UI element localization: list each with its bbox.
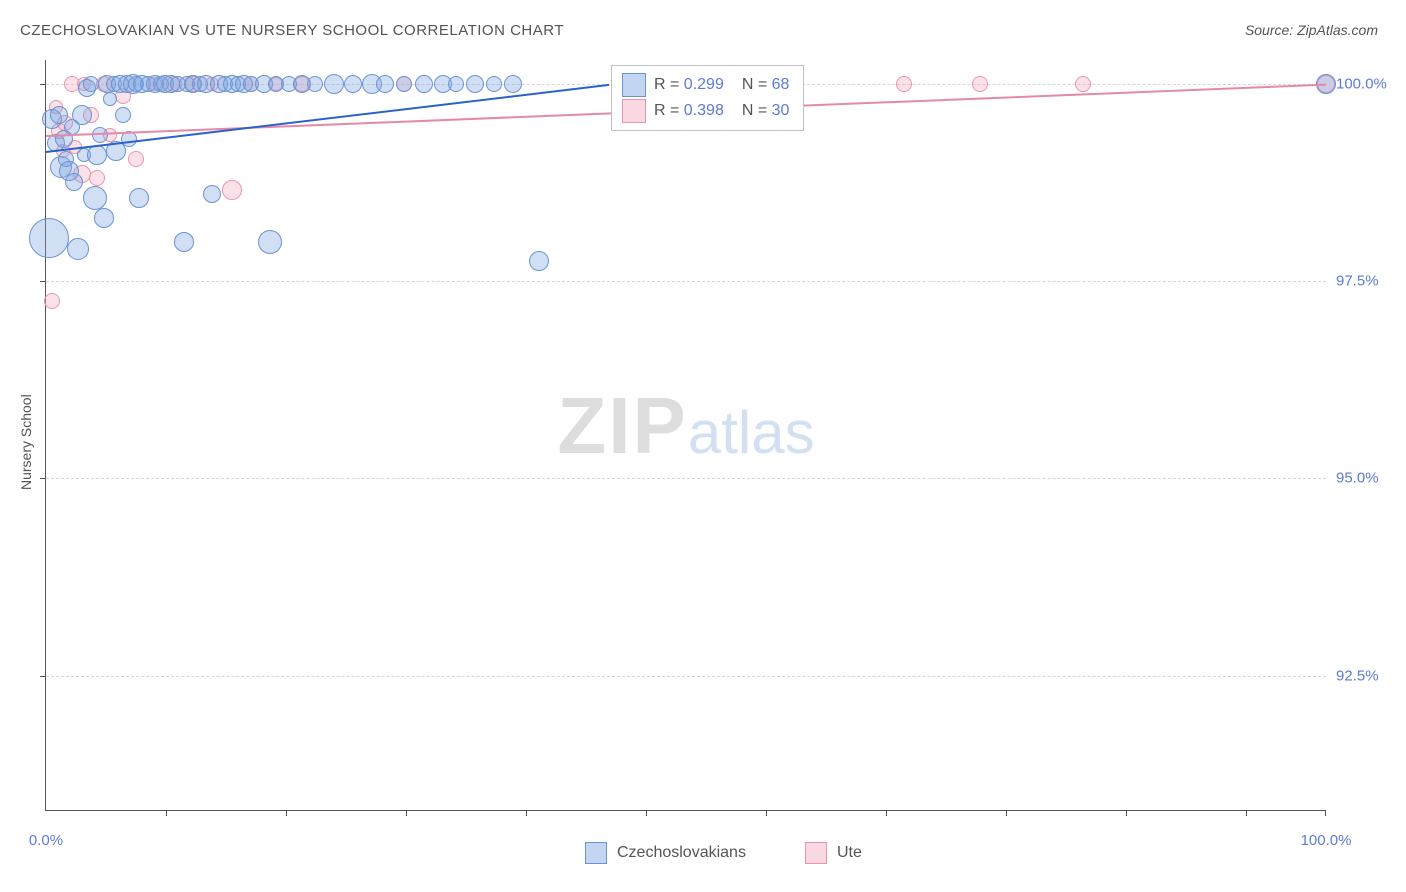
scatter-point-blue (324, 74, 344, 94)
y-tick-label: 100.0% (1336, 75, 1396, 92)
stats-legend-row-pink: R = 0.398 N = 30 (622, 98, 789, 124)
scatter-point-blue (65, 173, 83, 191)
n-label-blue: N = 68 (742, 72, 790, 98)
scatter-point-blue (67, 238, 89, 260)
y-tick-label: 97.5% (1336, 273, 1396, 290)
scatter-point-blue (174, 232, 194, 252)
stats-legend-row-blue: R = 0.299 N = 68 (622, 72, 789, 98)
x-tick (286, 810, 287, 816)
scatter-point-pink (972, 76, 988, 92)
scatter-point-blue (203, 185, 221, 203)
gridline-h (46, 281, 1326, 282)
series-legend-pink: Ute (805, 842, 862, 864)
scatter-point-pink (128, 151, 144, 167)
y-tick-label: 92.5% (1336, 667, 1396, 684)
scatter-point-pink (896, 76, 912, 92)
scatter-point-blue (83, 76, 99, 92)
scatter-point-blue (129, 188, 149, 208)
x-tick-label-right: 100.0% (1301, 832, 1352, 849)
gridline-h (46, 478, 1326, 479)
source-label: Source: (1245, 22, 1297, 38)
swatch-blue-icon (622, 73, 646, 97)
scatter-point-blue (29, 218, 69, 258)
watermark: ZIPatlas (557, 380, 814, 472)
scatter-point-pink (222, 180, 242, 200)
scatter-point-blue (396, 76, 412, 92)
y-axis-label: Nursery School (18, 394, 34, 490)
x-tick-label-left: 0.0% (29, 832, 63, 849)
watermark-light: atlas (688, 399, 815, 466)
y-tick-label: 95.0% (1336, 470, 1396, 487)
swatch-pink-icon (622, 99, 646, 123)
scatter-point-pink (1075, 76, 1091, 92)
scatter-point-blue (307, 76, 323, 92)
x-tick (526, 810, 527, 816)
source-value: ZipAtlas.com (1297, 22, 1378, 38)
x-tick (886, 810, 887, 816)
y-tick (40, 84, 46, 85)
y-tick (40, 281, 46, 282)
x-tick (406, 810, 407, 816)
scatter-point-blue (448, 76, 464, 92)
scatter-point-blue (83, 186, 107, 210)
scatter-point-blue (94, 208, 114, 228)
scatter-point-blue (344, 75, 362, 93)
x-tick (766, 810, 767, 816)
y-tick (40, 478, 46, 479)
scatter-point-blue (72, 105, 92, 125)
series-label-pink: Ute (837, 844, 862, 862)
plot-area: ZIPatlas 100.0%97.5%95.0%92.5%0.0%100.0% (45, 60, 1326, 811)
x-tick (166, 810, 167, 816)
scatter-point-blue (103, 92, 117, 106)
x-tick (1006, 810, 1007, 816)
n-label-pink: N = 30 (742, 98, 790, 124)
watermark-bold: ZIP (557, 381, 687, 470)
scatter-point-blue (529, 251, 549, 271)
x-tick (1126, 810, 1127, 816)
swatch-blue-icon (585, 842, 607, 864)
scatter-point-blue (415, 75, 433, 93)
stats-legend: R = 0.299 N = 68 R = 0.398 N = 30 (611, 65, 804, 131)
r-label-blue: R = 0.299 (654, 72, 724, 98)
scatter-point-blue (486, 76, 502, 92)
x-tick (646, 810, 647, 816)
scatter-point-blue (466, 75, 484, 93)
scatter-point-pink (44, 293, 60, 309)
scatter-point-blue (258, 230, 282, 254)
scatter-point-pink (89, 170, 105, 186)
series-legend-blue: Czechoslovakians (585, 842, 746, 864)
r-label-pink: R = 0.398 (654, 98, 724, 124)
scatter-point-blue (115, 107, 131, 123)
y-tick (40, 676, 46, 677)
chart-title: CZECHOSLOVAKIAN VS UTE NURSERY SCHOOL CO… (20, 22, 564, 39)
scatter-point-blue (504, 75, 522, 93)
x-tick (1246, 810, 1247, 816)
gridline-h (46, 676, 1326, 677)
series-label-blue: Czechoslovakians (617, 844, 746, 862)
swatch-pink-icon (805, 842, 827, 864)
source-attribution: Source: ZipAtlas.com (1245, 22, 1378, 38)
x-tick (1325, 810, 1326, 816)
scatter-point-blue (376, 75, 394, 93)
